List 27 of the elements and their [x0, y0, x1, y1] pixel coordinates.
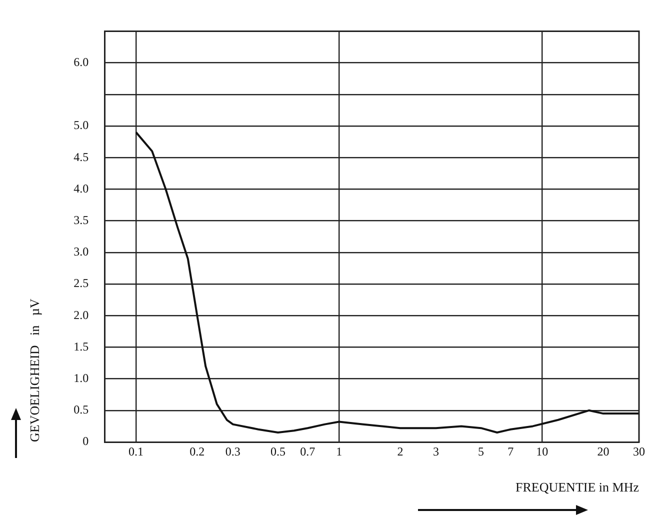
y-tick-label: 1.0	[74, 370, 89, 385]
x-tick-label: 3	[432, 444, 439, 458]
y-tick-label: 4.5	[74, 150, 89, 164]
y-tick-label: 0.5	[74, 402, 89, 417]
x-tick-label: 0.1	[128, 444, 144, 458]
x-tick-label: 0.3	[225, 444, 240, 458]
x-tick-label: 20	[597, 444, 610, 458]
x-tick-label: 5	[478, 444, 484, 458]
y-tick-label: 2.0	[74, 308, 89, 322]
x-tick-label: 0.7	[300, 444, 316, 458]
y-tick-label: 2.5	[74, 276, 89, 290]
y-tick-label: 3.0	[74, 244, 89, 259]
x-tick-label: 30	[633, 444, 645, 458]
y-tick-label: 4.0	[74, 181, 89, 196]
y-axis-title: GEVOELIGHEID in µV	[27, 298, 42, 442]
y-tick-label: 3.5	[74, 212, 89, 227]
y-tick-label: 0	[82, 434, 89, 448]
x-tick-label: 0.2	[190, 444, 205, 458]
x-tick-label: 0.5	[270, 444, 286, 458]
y-tick-label: 1.5	[74, 339, 89, 354]
x-tick-label: 1	[336, 444, 342, 458]
x-tick-label: 7	[508, 444, 514, 458]
x-tick-label: 10	[536, 444, 548, 458]
x-tick-label: 2	[397, 444, 404, 458]
y-tick-label: 5.0	[74, 118, 89, 132]
x-axis-title: FREQUENTIE in MHz	[516, 480, 640, 495]
y-tick-label: 6.0	[74, 54, 89, 69]
